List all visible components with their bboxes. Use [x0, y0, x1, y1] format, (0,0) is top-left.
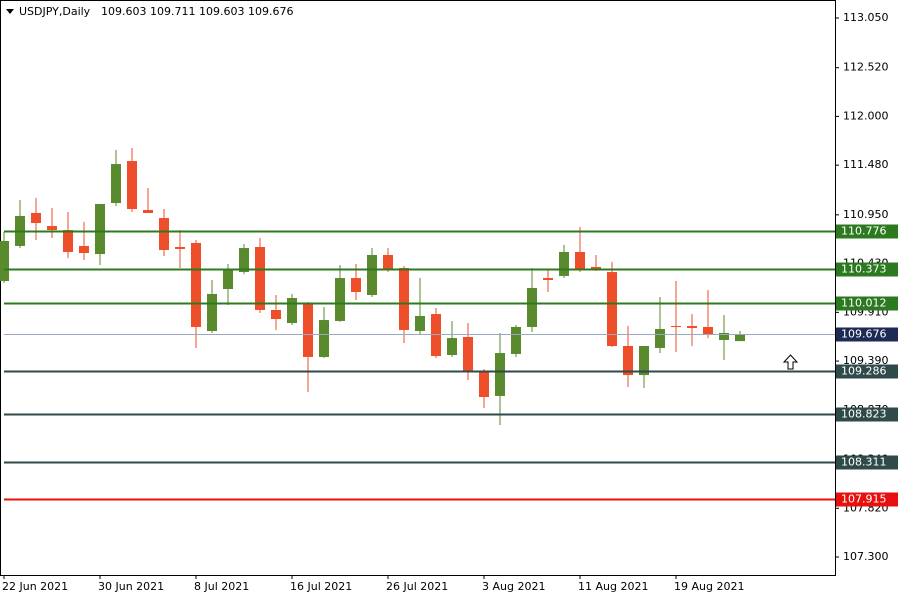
y-tick-label: 111.480: [843, 158, 889, 171]
level-label: 110.012: [841, 297, 887, 310]
x-tick-label: 30 Jun 2021: [98, 580, 164, 593]
candle-body: [47, 226, 57, 231]
level-label: 108.311: [841, 456, 887, 469]
candle-body: [223, 269, 233, 289]
candle-body: [303, 303, 313, 357]
bid-box: [836, 327, 898, 342]
candle-body: [255, 247, 265, 310]
candle-body: [479, 371, 489, 397]
candle-body: [335, 278, 345, 321]
candle-body: [447, 338, 457, 355]
candle-body: [415, 315, 425, 331]
candle-body: [239, 248, 249, 273]
candle-body: [271, 309, 281, 319]
candle-body: [607, 272, 617, 346]
ohlc-value: 109.603: [101, 5, 147, 18]
candle-body: [719, 332, 729, 340]
candle-body: [623, 345, 633, 376]
candle-body: [111, 164, 121, 204]
level-label: 109.286: [841, 365, 887, 378]
candle-body: [527, 287, 537, 327]
y-tick-label: 107.300: [843, 550, 889, 563]
candle-body: [63, 230, 73, 252]
y-tick-label: 110.950: [843, 208, 889, 221]
level-box: [836, 224, 898, 239]
candle-body: [463, 336, 473, 372]
x-tick-label: 3 Aug 2021: [482, 580, 545, 593]
candle-body: [0, 241, 9, 282]
candle-body: [95, 203, 105, 255]
candle-body: [79, 245, 89, 254]
level-box: [836, 455, 898, 470]
level-box: [836, 492, 898, 507]
candle-body: [175, 247, 185, 249]
y-tick-label: 112.520: [843, 61, 889, 74]
x-tick-label: 11 Aug 2021: [578, 580, 648, 593]
arrow-icon: [782, 354, 799, 370]
candle-body: [31, 212, 41, 224]
candle-body: [559, 251, 569, 276]
candle-body: [431, 314, 441, 357]
candle-body: [671, 326, 681, 328]
candle-body: [143, 209, 153, 213]
bid-label: 109.676: [841, 328, 887, 341]
ohlc-value: 109.711: [150, 5, 196, 18]
candle-body: [383, 254, 393, 270]
plot-frame: [0, 0, 836, 576]
level-box: [836, 296, 898, 311]
ohlc-value: 109.676: [248, 5, 294, 18]
candle-body: [575, 251, 585, 270]
level-label: 108.823: [841, 408, 887, 421]
candle-body: [287, 297, 297, 324]
arrow: [782, 354, 799, 370]
candle-body: [351, 278, 361, 292]
candle-body: [735, 334, 745, 342]
y-tick-label: 112.000: [843, 109, 889, 122]
candle-body: [511, 326, 521, 354]
candle-body: [159, 218, 169, 251]
candle-body: [703, 326, 713, 334]
candle-body: [367, 254, 377, 295]
x-tick-label: 19 Aug 2021: [674, 580, 744, 593]
x-tick-label: 8 Jul 2021: [194, 580, 249, 593]
candle-body: [207, 293, 217, 331]
y-tick-label: 113.050: [843, 11, 889, 24]
candle-body: [543, 278, 553, 281]
x-tick-label: 16 Jul 2021: [290, 580, 352, 593]
level-box: [836, 364, 898, 379]
level-box: [836, 262, 898, 277]
candle-body: [127, 161, 137, 210]
candle-body: [655, 329, 665, 348]
level-box: [836, 407, 898, 422]
ohlc-value: 109.603: [199, 5, 245, 18]
menu-triangle[interactable]: [6, 9, 14, 14]
level-label: 110.776: [841, 225, 887, 238]
x-tick-label: 26 Jul 2021: [386, 580, 448, 593]
x-tick-label: 22 Jun 2021: [2, 580, 68, 593]
level-label: 107.915: [841, 493, 887, 506]
candle-body: [591, 266, 601, 270]
candle-body: [687, 326, 697, 328]
candle-body: [319, 320, 329, 357]
candle-body: [639, 345, 649, 376]
y-tick-label: 109.390: [843, 354, 889, 367]
symbol: USDJPY,Daily: [19, 5, 91, 18]
candle-body: [495, 353, 505, 396]
candle-body: [399, 268, 409, 330]
candle-body: [191, 242, 201, 327]
level-label: 110.373: [841, 263, 887, 276]
